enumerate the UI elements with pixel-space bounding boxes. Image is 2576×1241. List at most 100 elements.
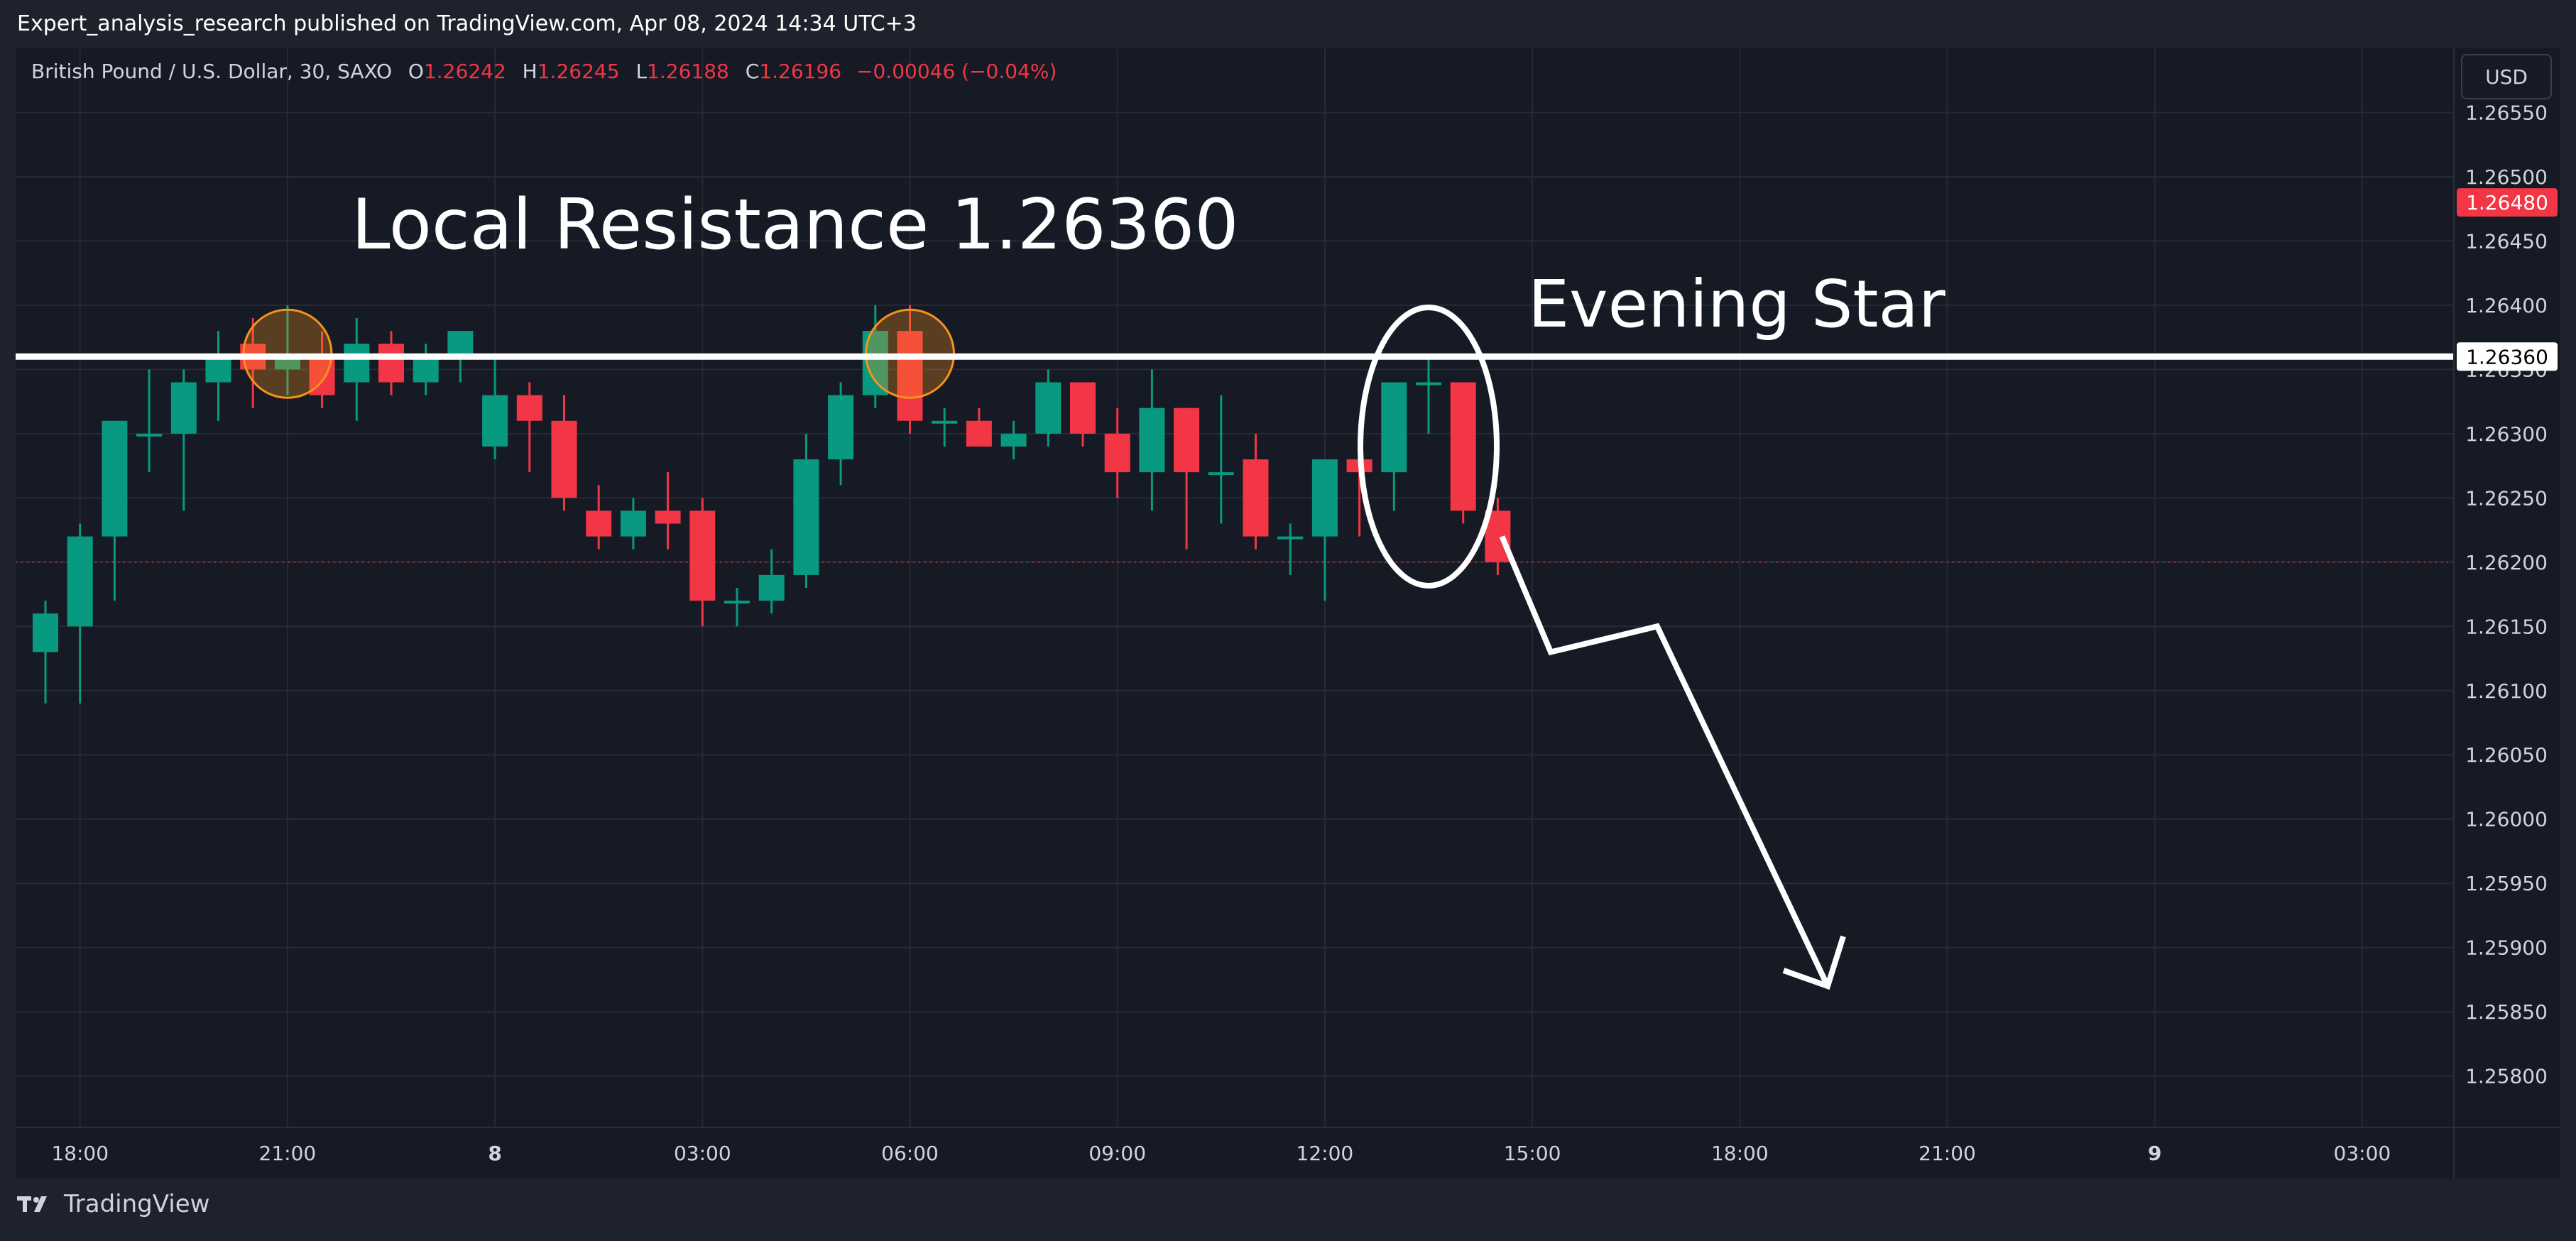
candle — [1381, 382, 1407, 511]
x-tick-label: 09:00 — [1088, 1142, 1146, 1165]
y-tick-label: 1.25850 — [2465, 1000, 2548, 1024]
price-chart[interactable]: Local Resistance 1.26360 Evening Star 1.2… — [16, 48, 2560, 1179]
candle-body — [344, 344, 370, 383]
candle — [620, 498, 646, 550]
candle-body — [482, 395, 508, 447]
brand-name: TradingView — [64, 1190, 210, 1218]
brand[interactable]: TradingView — [17, 1190, 209, 1218]
close-value: 1.26196 — [759, 60, 842, 83]
candle-body — [1381, 382, 1407, 473]
candle — [1311, 459, 1338, 601]
x-tick-label: 12:00 — [1297, 1142, 1354, 1165]
candle — [932, 408, 958, 447]
candle-body — [516, 395, 542, 421]
resistance-price-label-bg — [2457, 342, 2558, 371]
projection-arrow-line — [1499, 535, 1830, 988]
change-value: −0.00046 (−0.04%) — [856, 60, 1057, 83]
candle — [828, 382, 854, 486]
last-price-label-bg — [2457, 188, 2558, 217]
candle — [516, 382, 542, 473]
candle-body — [932, 420, 958, 424]
publication-text: Expert_analysis_research published on Tr… — [17, 11, 917, 36]
candle-body — [1416, 382, 1441, 386]
candle — [274, 305, 300, 395]
candle-body — [1000, 433, 1027, 447]
y-tick-label: 1.26250 — [2465, 486, 2548, 510]
pattern-title-text: Evening Star — [1528, 266, 1945, 342]
high-value: 1.26245 — [537, 60, 620, 83]
high-label: H — [522, 60, 537, 83]
candle — [758, 549, 785, 614]
candle-body — [102, 420, 128, 537]
pattern-ellipse — [1358, 304, 1500, 589]
candle-body — [1311, 459, 1338, 537]
resistance-price-label: 1.26360 — [2466, 345, 2548, 368]
candle — [1000, 420, 1027, 460]
candle — [1139, 369, 1165, 511]
candle-body — [1450, 382, 1476, 511]
candle-body — [67, 536, 93, 627]
candle — [1070, 382, 1096, 447]
candle-body — [828, 395, 854, 460]
x-tick-label: 15:00 — [1504, 1142, 1561, 1165]
candle — [689, 498, 716, 627]
candle-body — [378, 344, 404, 383]
y-tick-label: 1.26400 — [2465, 294, 2548, 317]
currency-label: USD — [2485, 65, 2528, 89]
close-label: C — [745, 60, 760, 83]
candle — [33, 601, 58, 704]
y-tick-label: 1.26300 — [2465, 422, 2548, 446]
x-tick-label: 21:00 — [1919, 1142, 1976, 1165]
candle — [170, 369, 197, 511]
x-tick-label: 9 — [2148, 1142, 2161, 1165]
candle — [1104, 408, 1130, 498]
candle — [586, 485, 612, 550]
candle-body — [1174, 408, 1200, 473]
candle-body — [620, 510, 646, 537]
open-value: 1.26242 — [423, 60, 506, 83]
x-tick-label: 03:00 — [674, 1142, 731, 1165]
publication-header: Expert_analysis_research published on Tr… — [0, 0, 2576, 48]
annotations: Local Resistance 1.26360 Evening Star — [16, 185, 2454, 990]
candles — [33, 305, 1511, 704]
chart-area[interactable]: Local Resistance 1.26360 Evening Star 1.2… — [16, 48, 2560, 1179]
candle-body — [170, 382, 197, 434]
axes: 1.25800 1.25850 1.25900 1.25950 1.26000 1.260… — [16, 48, 2560, 1179]
symbol-name: British Pound / U.S. Dollar, 30, SAXO — [31, 60, 393, 83]
candle — [1174, 408, 1200, 550]
currency-button[interactable]: USD — [2461, 54, 2552, 99]
y-tick-label: 1.25900 — [2465, 936, 2548, 960]
candle-body — [966, 420, 992, 447]
candle — [1416, 356, 1441, 434]
candle — [793, 433, 819, 588]
candle — [1208, 395, 1234, 524]
candle — [102, 420, 128, 601]
y-tick-label: 1.26500 — [2465, 165, 2548, 189]
y-tick-label: 1.26000 — [2465, 808, 2548, 831]
x-tick-label: 06:00 — [881, 1142, 939, 1165]
candle-body — [551, 420, 577, 498]
candle-body — [1070, 382, 1096, 434]
last-price-label: 1.26480 — [2466, 191, 2548, 214]
candle-body — [274, 356, 300, 370]
x-tick-label: 18:00 — [51, 1142, 109, 1165]
candle-body — [1277, 536, 1304, 540]
candle — [1450, 382, 1476, 524]
candle-body — [1208, 472, 1234, 476]
projection-arrow-head — [1782, 935, 1846, 990]
candle-body — [205, 356, 231, 383]
y-tick-label: 1.25950 — [2465, 872, 2548, 895]
resistance-title-text: Local Resistance 1.26360 — [351, 185, 1239, 266]
x-tick-label: 21:00 — [259, 1142, 317, 1165]
y-tick-label: 1.26450 — [2465, 229, 2548, 253]
y-tick-label: 1.25800 — [2465, 1065, 2548, 1088]
x-tick-label: 8 — [488, 1142, 501, 1165]
y-tick-label: 1.26050 — [2465, 743, 2548, 767]
candle — [655, 472, 681, 550]
candle-body — [793, 459, 819, 575]
x-tick-label: 18:00 — [1711, 1142, 1769, 1165]
footer-bar — [0, 1179, 2576, 1241]
tradingview-logo-icon — [17, 1196, 47, 1212]
candle — [136, 369, 163, 473]
candle-body — [1104, 433, 1130, 473]
